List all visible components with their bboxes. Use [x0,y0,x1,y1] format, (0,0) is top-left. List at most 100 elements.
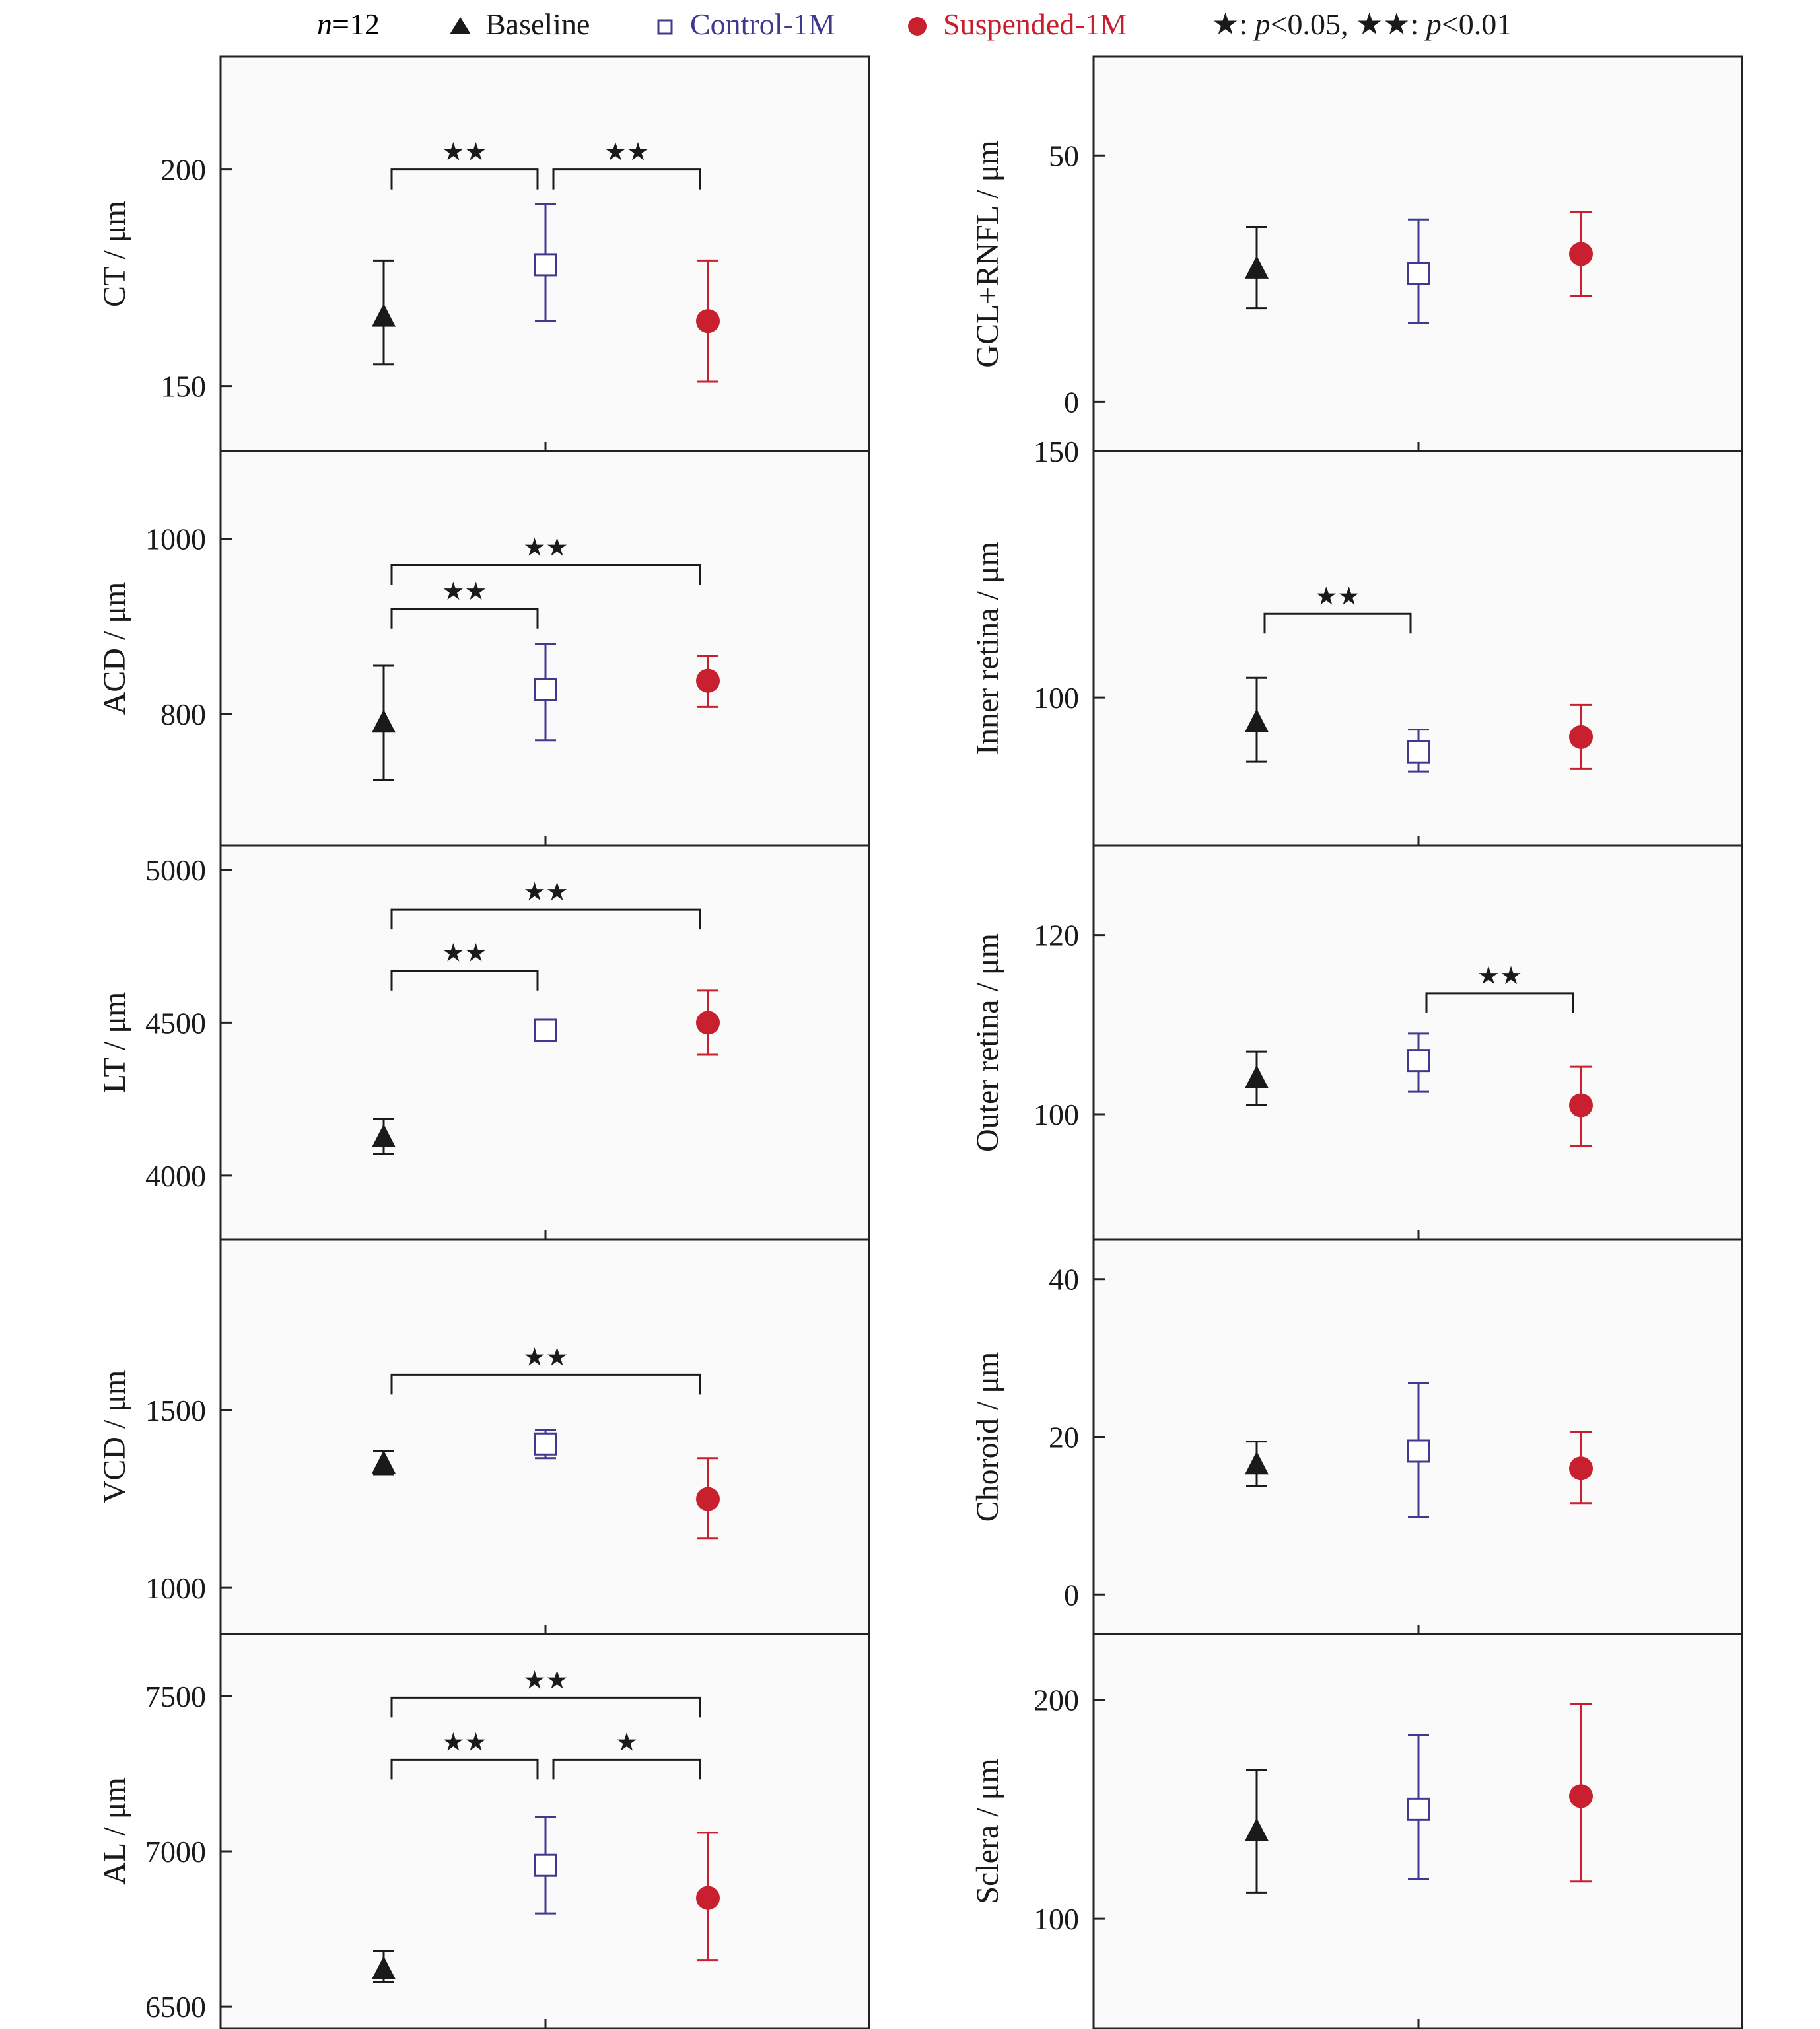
y-tick-label: 1000 [145,522,206,556]
legend-baseline-marker [450,17,471,34]
circle-marker [696,1011,720,1035]
circle-marker [696,668,720,693]
panel-outer-retina: Outer retina / μm 100 120 ★★ [970,844,1743,1241]
significance-label: ★★ [442,577,487,606]
significance-bracket: ★★ [390,877,701,930]
significance-bracket: ★★ [390,532,701,585]
bracket-line [390,563,701,585]
triangle-marker [372,1956,396,1979]
data-point-baseline [372,259,396,366]
bracket-line [390,908,701,930]
data-point-control [534,643,557,742]
y-tick-label: 0 [1064,1578,1079,1612]
panel-gcl-rnfl: GCL+RNFL / μm 0 50 [970,55,1743,452]
square-marker [534,678,557,701]
legend-single-stars: ★ [1212,7,1239,41]
significance-bracket: ★★ [390,1727,539,1780]
y-tick-label: 100 [1033,1098,1079,1131]
y-axis-label: Sclera / μm [970,1758,1005,1904]
significance-label: ★★ [523,532,568,561]
data-point-suspended [696,989,720,1056]
y-tick-label: 5000 [145,853,206,887]
y-tick-label: 200 [1033,1684,1079,1717]
triangle-marker [1245,1065,1269,1088]
significance-label: ★★ [442,939,487,968]
triangle-marker [1245,255,1269,279]
circle-marker [696,309,720,334]
circle-marker [1569,1784,1593,1808]
bracket-line [552,1758,701,1780]
legend-double-sep: : [1410,7,1426,41]
legend-double-value: <0.01 [1442,7,1512,41]
data-point-baseline [1245,676,1269,763]
data-point-baseline [1245,1050,1269,1106]
panel-inner-retina: Inner retina / μm 100 150 ★★ [970,435,1743,847]
bracket-line [1263,612,1412,634]
y-tick-label: 6500 [145,1990,206,2024]
data-point-baseline [372,1118,396,1155]
triangle-marker [1245,1451,1269,1475]
significance-bracket: ★★ [1263,581,1412,634]
y-axis-label: CT / μm [97,201,132,307]
data-point-baseline [1245,1441,1269,1487]
significance-label: ★★ [523,877,568,906]
significance-bracket: ★★ [552,137,701,190]
y-tick-label: 7500 [145,1680,206,1713]
bracket-line [390,168,539,190]
y-tick-label: 1500 [145,1394,206,1427]
y-tick-label: 800 [160,697,206,731]
legend-single-value: <0.05, [1271,7,1356,41]
significance-bracket: ★★ [390,1665,701,1718]
bracket-line [390,970,539,991]
y-axis-label: Outer retina / μm [970,933,1005,1152]
significance-bracket: ★★ [390,137,539,190]
significance-label: ★★ [1477,961,1522,990]
bracket-line [1425,992,1574,1013]
panel-sclera: Sclera / μm 100 200 [970,1633,1743,2029]
data-point-suspended [696,1457,720,1540]
legend-double-p: p [1424,7,1442,41]
triangle-marker [372,303,396,327]
bracket-line [390,608,539,629]
square-marker [1407,1439,1430,1463]
significance-bracket: ★★ [1425,961,1574,1013]
y-tick-label: 120 [1033,919,1079,952]
significance-label: ★★ [523,1665,568,1694]
data-point-control [1407,729,1430,773]
triangle-marker [372,1123,396,1147]
y-tick-label: 50 [1049,139,1079,172]
significance-label: ★★ [442,137,487,166]
y-tick-label: 1000 [145,1571,206,1605]
significance-bracket: ★ [552,1727,701,1780]
square-marker [534,1853,557,1877]
panel-acd: ACD / μm 800 1000 ★★ ★★ [97,450,870,847]
data-point-suspended [1569,1431,1593,1505]
circle-marker [1569,1456,1593,1481]
significance-label: ★★ [604,137,649,166]
bracket-line [390,1373,701,1395]
legend-suspended-label: Suspended-1M [943,7,1127,41]
data-point-control [1407,1032,1430,1093]
y-tick-label: 20 [1049,1421,1079,1454]
panel-frame [1092,450,1743,847]
legend-n-prefix: n [317,7,332,41]
panel-frame [219,844,870,1241]
y-axis-label: Inner retina / μm [970,542,1005,755]
y-tick-label: 200 [160,153,206,187]
data-point-suspended [696,259,720,383]
significance-bracket: ★★ [390,577,539,629]
bracket-line [390,1758,539,1780]
y-tick-label: 4000 [145,1159,206,1193]
data-point-baseline [372,1450,396,1476]
legend-single-sep: : [1239,7,1255,41]
y-tick-label: 4500 [145,1006,206,1040]
panel-lt: LT / μm 4000 4500 5000 ★★ ★★ [97,844,870,1241]
data-point-control [534,203,557,322]
legend-baseline-label: Baseline [485,7,590,41]
square-marker [534,1432,557,1456]
y-tick-label: 150 [1033,435,1079,468]
y-tick-label: 0 [1064,385,1079,419]
significance-bracket: ★★ [390,1342,701,1395]
y-axis-label: LT / μm [97,992,132,1094]
